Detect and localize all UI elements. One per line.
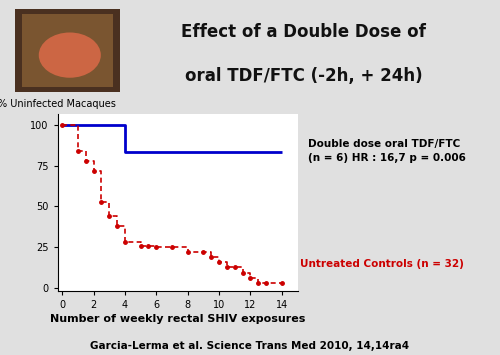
Text: Garcia-Lerma et al. Science Trans Med 2010, 14,14ra4: Garcia-Lerma et al. Science Trans Med 20… <box>90 341 409 351</box>
Ellipse shape <box>39 32 101 78</box>
Text: % Uninfected Macaques: % Uninfected Macaques <box>0 99 116 109</box>
X-axis label: Number of weekly rectal SHIV exposures: Number of weekly rectal SHIV exposures <box>50 314 305 324</box>
Bar <box>15 9 120 92</box>
Text: Untreated Controls (n = 32): Untreated Controls (n = 32) <box>300 260 464 269</box>
Text: oral TDF/FTC (-2h, + 24h): oral TDF/FTC (-2h, + 24h) <box>185 67 422 85</box>
Text: (n = 6) HR : 16,7 p = 0.006: (n = 6) HR : 16,7 p = 0.006 <box>308 153 466 163</box>
Text: Effect of a Double Dose of: Effect of a Double Dose of <box>182 23 426 42</box>
Text: Double dose oral TDF/FTC: Double dose oral TDF/FTC <box>308 139 460 149</box>
Bar <box>22 14 113 87</box>
